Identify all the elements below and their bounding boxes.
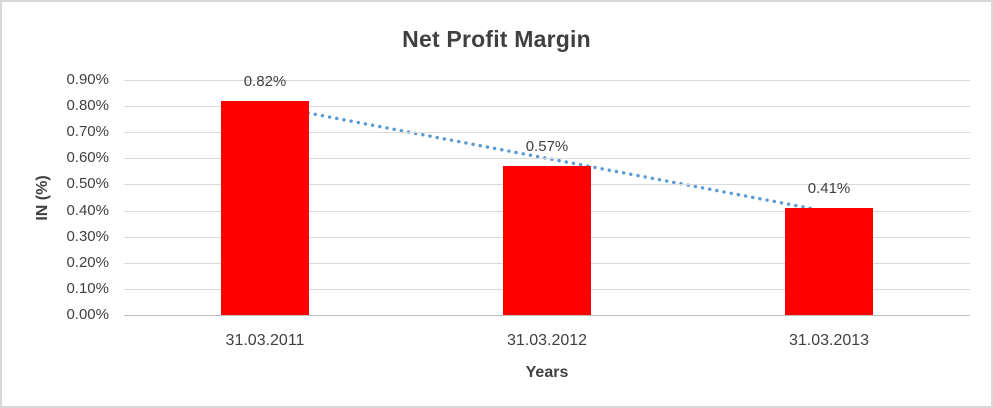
gridline xyxy=(124,80,970,81)
trendline-segment xyxy=(263,103,831,214)
y-axis-tick-labels: 0.00% 0.10% 0.20% 0.30% 0.40% 0.50% 0.60% 0.70%… xyxy=(2,72,109,323)
x-tick-label: 31.03.2011 xyxy=(225,332,305,349)
y-tick-label: 0.90% xyxy=(66,71,109,88)
data-label: 0.82% xyxy=(243,72,287,90)
y-tick-label: 0.40% xyxy=(66,201,109,219)
y-tick-label: 0.70% xyxy=(66,123,109,141)
bar-31.03.2012 xyxy=(503,166,591,315)
x-tick-label: 31.03.2012 xyxy=(506,332,588,349)
y-tick-label: 0.50% xyxy=(66,175,109,193)
x-axis-line xyxy=(124,315,970,316)
data-label: 0.57% xyxy=(525,138,569,156)
chart-title: Net Profit Margin xyxy=(402,26,591,52)
bar-31.03.2011 xyxy=(221,100,309,315)
bar-31.03.2013 xyxy=(785,207,873,315)
gridline xyxy=(124,106,970,108)
gridline xyxy=(124,132,970,134)
y-tick-label: 0.20% xyxy=(66,253,109,271)
plot-area: 0.82% 0.57% 0.41% xyxy=(124,73,970,316)
x-axis-tick-labels: 31.03.2011 31.03.2012 31.03.2013 xyxy=(124,332,970,352)
x-tick-label: 31.03.2013 xyxy=(788,332,870,349)
y-tick-label: 0.00% xyxy=(66,306,109,323)
y-tick-label: 0.80% xyxy=(66,97,109,115)
x-axis-title: Years xyxy=(525,364,569,381)
y-tick-label: 0.60% xyxy=(66,149,109,167)
data-label: 0.41% xyxy=(807,179,851,197)
y-tick-label: 0.30% xyxy=(66,227,109,245)
gridline xyxy=(124,158,970,160)
trendline xyxy=(263,103,831,214)
y-tick-label: 0.10% xyxy=(66,279,109,297)
